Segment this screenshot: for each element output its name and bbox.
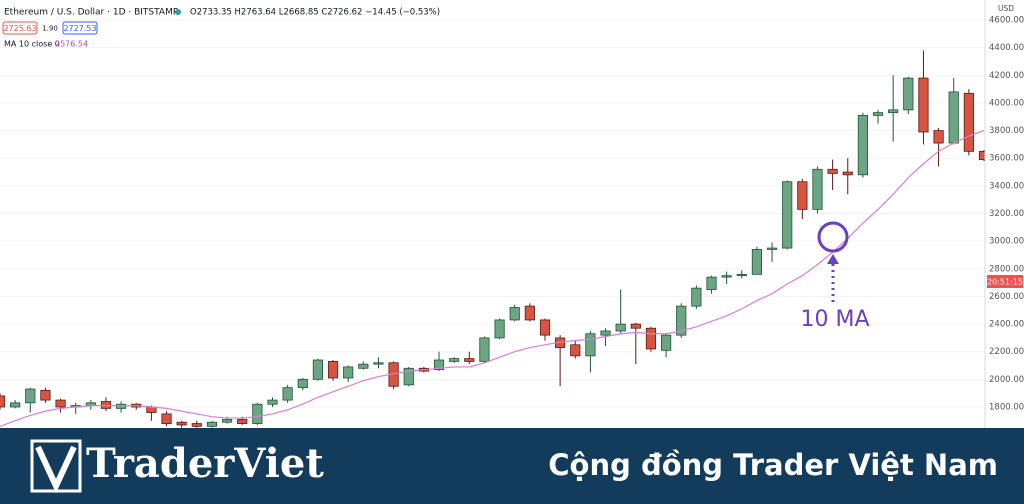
candle-body [100,401,112,409]
candle-body [933,130,944,144]
candle-body [600,330,611,336]
candle-body [327,360,339,379]
y-tick-label: 2600.00 [989,292,1024,302]
price-tag [987,275,1023,288]
tagline: Cộng đồng Trader Việt Nam [548,448,998,482]
candle-body [782,181,793,249]
candle-body [116,403,127,409]
y-tick-label: 2800.00 [989,264,1024,274]
y-tick-label: 4600.00 [989,16,1024,26]
candle-body [827,168,838,174]
candle-body [343,366,354,379]
candle-body [10,402,21,408]
currency: USD [998,4,1014,13]
arrow-head [827,254,839,264]
logo-v [35,445,77,494]
ma-value: 2576.54 [55,40,88,49]
bid: 2725.63 [3,24,36,33]
candle-body [585,333,596,357]
ma-legend: MA 10 close 0 [4,40,60,49]
candle-body [918,77,929,133]
y-tick-label: 3200.00 [989,209,1024,219]
candle-body [978,150,985,161]
candle-body [40,390,51,401]
candle-body [676,305,687,336]
candle-body [539,319,551,336]
y-tick-label: 3000.00 [989,237,1024,247]
countdown: 20:51:15 [987,278,1023,287]
candle-body [645,327,657,350]
candle-body [267,399,278,405]
candle-body [842,171,853,176]
y-tick-label: 3400.00 [989,181,1024,191]
y-tick-label: 4200.00 [989,71,1024,81]
candle-body [721,275,732,278]
status-dot [175,9,181,15]
candle-body [358,363,369,369]
candle-body [433,359,445,371]
candle-body [706,276,717,290]
candle-body [297,378,308,389]
candle-body [630,323,641,329]
y-tick-label: 2400.00 [989,320,1024,330]
candle-body [373,362,384,365]
y-tick-label: 2200.00 [989,347,1024,357]
y-tick-label: 4400.00 [989,43,1024,53]
candle-body [797,181,808,210]
candle-body [660,334,672,351]
candle-body [948,91,959,144]
candle-body [812,168,823,210]
ask: 2727.53 [63,24,96,33]
symbol-title: Ethereum / U.S. Dollar · 1D · BITSTAMP [4,8,179,18]
candle-body [282,387,293,401]
annotation-label: 10 MA [800,307,869,332]
candle-body [176,421,187,426]
candle-body [25,388,36,404]
candle-body [766,247,778,250]
brand: TraderViet [86,440,324,487]
candle-body [736,273,747,277]
candle-body [872,112,884,116]
candle-body [751,249,763,275]
ohlc-legend: O2733.35 H2763.64 L2668.85 C2726.62 −14.… [190,8,440,18]
candle-body [888,109,899,114]
candle-body [206,421,218,427]
candle-body [55,399,66,408]
candle-body [509,307,520,321]
candle-body [494,319,505,339]
ma-line [0,130,985,427]
candle-body [857,114,868,176]
candle-body [615,323,626,332]
candle-body [570,344,581,357]
candle-body [161,413,172,424]
spread: 1.90 [42,25,58,33]
bid-box [2,21,38,35]
candle-body [524,305,535,321]
y-tick-label: 3600.00 [989,154,1024,164]
y-tick-label: 3800.00 [989,126,1024,136]
y-tick-label: 1800.00 [989,402,1024,412]
candle-body [221,419,233,423]
annotation-circle [817,221,849,253]
candle-body [479,337,490,362]
candle-body [403,367,414,386]
y-tick-label: 4000.00 [989,98,1024,108]
candle-body [312,359,324,380]
candle-body [252,403,263,424]
candle-body [237,419,248,424]
candle-body [963,92,974,152]
ask-box [62,21,98,35]
candle-body [449,358,460,362]
candle-body [691,287,702,307]
candle-body [0,395,6,408]
y-tick-label: 2000.00 [989,375,1024,385]
candle-body [191,423,202,427]
footer [0,428,1024,504]
candle-body [464,358,475,362]
candle-body [903,77,914,111]
